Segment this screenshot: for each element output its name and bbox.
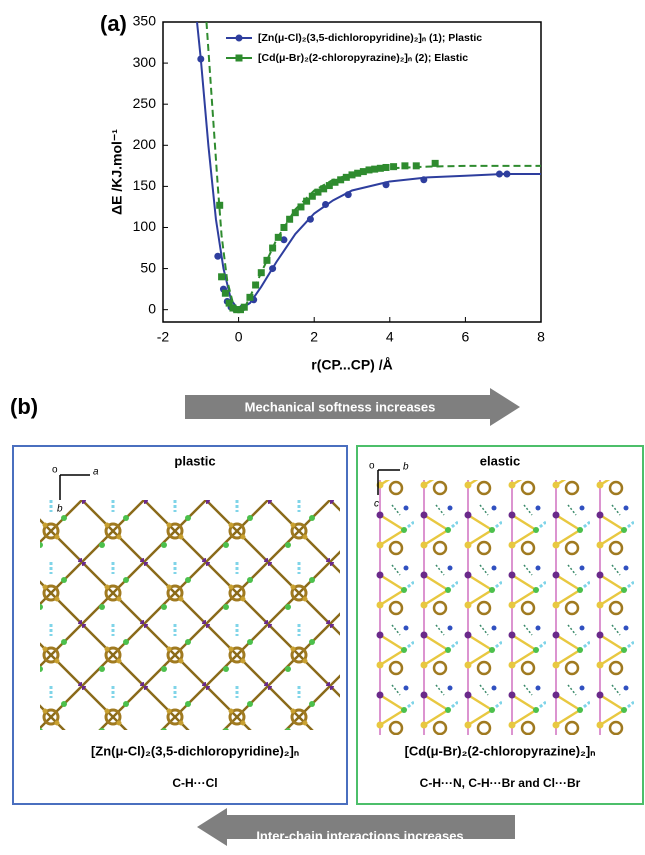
x-tick-label: -2 [157, 329, 170, 345]
formula: [Zn(μ-Cl)₂(3,5-dichloropyridine)₂]ₙ [91, 743, 299, 758]
crystal-structure [375, 480, 635, 735]
y-tick-label: 350 [133, 13, 157, 29]
data-point [246, 294, 253, 301]
legend-marker [236, 55, 243, 62]
panel-label: (b) [10, 394, 38, 419]
arrow-label: Inter-chain interactions increases [256, 828, 463, 843]
data-point [275, 234, 282, 241]
axis-letter: b [57, 504, 63, 515]
legend-label: [Cd(μ-Br)₂(2-chloropyrazine)₂]ₙ (2); Ela… [258, 52, 468, 64]
panel-b: (b) Mechanical softness increases plasti… [10, 388, 643, 846]
data-point [496, 171, 503, 178]
data-point [307, 216, 314, 223]
y-tick-label: 50 [140, 259, 156, 275]
axis-letter: o [369, 461, 375, 472]
data-point [503, 171, 510, 178]
data-point [286, 216, 293, 223]
data-point [222, 290, 229, 297]
box-title: elastic [480, 453, 520, 468]
data-point [252, 282, 259, 289]
axis-letter: b [403, 462, 409, 473]
axis-letter: a [93, 467, 99, 478]
x-tick-label: 6 [462, 329, 470, 345]
data-point [269, 265, 276, 272]
data-point [258, 269, 265, 276]
data-point [401, 162, 408, 169]
x-tick-label: 0 [235, 329, 243, 345]
arrow-label: Mechanical softness increases [245, 399, 436, 414]
axis-letter: c [374, 499, 379, 510]
fit-curve [197, 22, 541, 310]
formula: [Cd(μ-Br)₂(2-chloropyrazine)₂]ₙ [405, 743, 596, 758]
data-point [420, 176, 427, 183]
axis-letter: o [52, 465, 58, 476]
x-tick-label: 4 [386, 329, 394, 345]
x-tick-label: 2 [310, 329, 318, 345]
data-point [269, 245, 276, 252]
y-tick-label: 100 [133, 218, 157, 234]
data-point [413, 162, 420, 169]
interactions: C-H···N, C-H···Br and Cl···Br [420, 776, 581, 790]
x-axis-label: r(CP...CP) /Å [311, 357, 392, 373]
data-point [322, 201, 329, 208]
y-tick-label: 0 [148, 300, 156, 316]
legend-marker [236, 35, 243, 42]
legend-label: [Zn(μ-Cl)₂(3,5-dichloropyridine)₂]ₙ (1);… [258, 32, 482, 44]
data-point [197, 55, 204, 62]
data-point [383, 181, 390, 188]
data-point [390, 163, 397, 170]
data-point [280, 224, 287, 231]
data-point [432, 160, 439, 167]
figure: (a) r(CP...CP) /Å ΔE /KJ.mol⁻¹ (b) Mecha… [0, 0, 645, 850]
box-title: plastic [174, 453, 215, 468]
y-tick-label: 150 [133, 177, 157, 193]
data-point [383, 164, 390, 171]
y-tick-label: 300 [133, 54, 157, 70]
data-point [241, 304, 248, 311]
x-tick-label: 8 [537, 329, 545, 345]
panel-label: (a) [100, 11, 127, 36]
y-tick-label: 200 [133, 136, 157, 152]
y-axis-label: ΔE /KJ.mol⁻¹ [109, 129, 125, 215]
data-point [214, 253, 221, 260]
y-tick-label: 250 [133, 95, 157, 111]
interactions: C-H···Cl [172, 776, 217, 790]
data-point [216, 202, 223, 209]
data-point [345, 191, 352, 198]
data-point [218, 273, 225, 280]
data-point [263, 257, 270, 264]
crystal-structure [40, 500, 340, 730]
